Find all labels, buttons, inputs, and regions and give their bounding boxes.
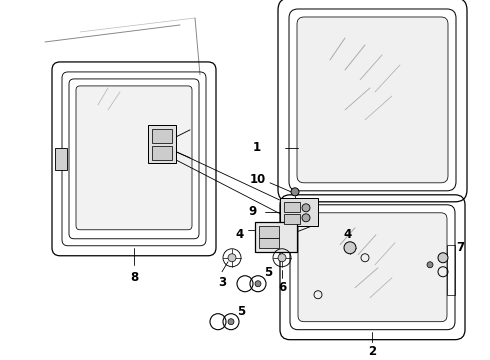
Text: 6: 6 [278,281,286,294]
Circle shape [291,188,299,196]
Bar [152,146,172,160]
Circle shape [255,281,261,287]
Bar [55,148,67,170]
Text: 9: 9 [248,205,256,218]
Text: 7: 7 [456,241,464,254]
Text: 4: 4 [344,228,352,241]
Circle shape [344,242,356,254]
Bar [259,226,279,238]
Text: 1: 1 [253,141,261,154]
Circle shape [427,262,433,268]
Circle shape [278,254,286,262]
Text: 8: 8 [130,271,138,284]
FancyBboxPatch shape [76,86,192,230]
Text: 5: 5 [264,266,272,279]
Bar [284,214,300,224]
Text: 10: 10 [250,173,266,186]
Circle shape [302,204,310,212]
FancyBboxPatch shape [297,17,448,183]
Text: 2: 2 [368,345,376,358]
Bar [280,198,318,226]
Circle shape [228,254,236,262]
Bar [152,129,172,143]
Bar [447,245,455,295]
Text: 4: 4 [236,228,244,241]
Bar [259,238,279,248]
Bar [148,125,176,163]
Text: 3: 3 [218,276,226,289]
Circle shape [228,319,234,325]
Bar [284,202,300,212]
FancyBboxPatch shape [298,213,447,322]
Circle shape [438,253,448,263]
Circle shape [302,214,310,222]
Text: 5: 5 [237,305,245,318]
Bar [255,222,297,252]
